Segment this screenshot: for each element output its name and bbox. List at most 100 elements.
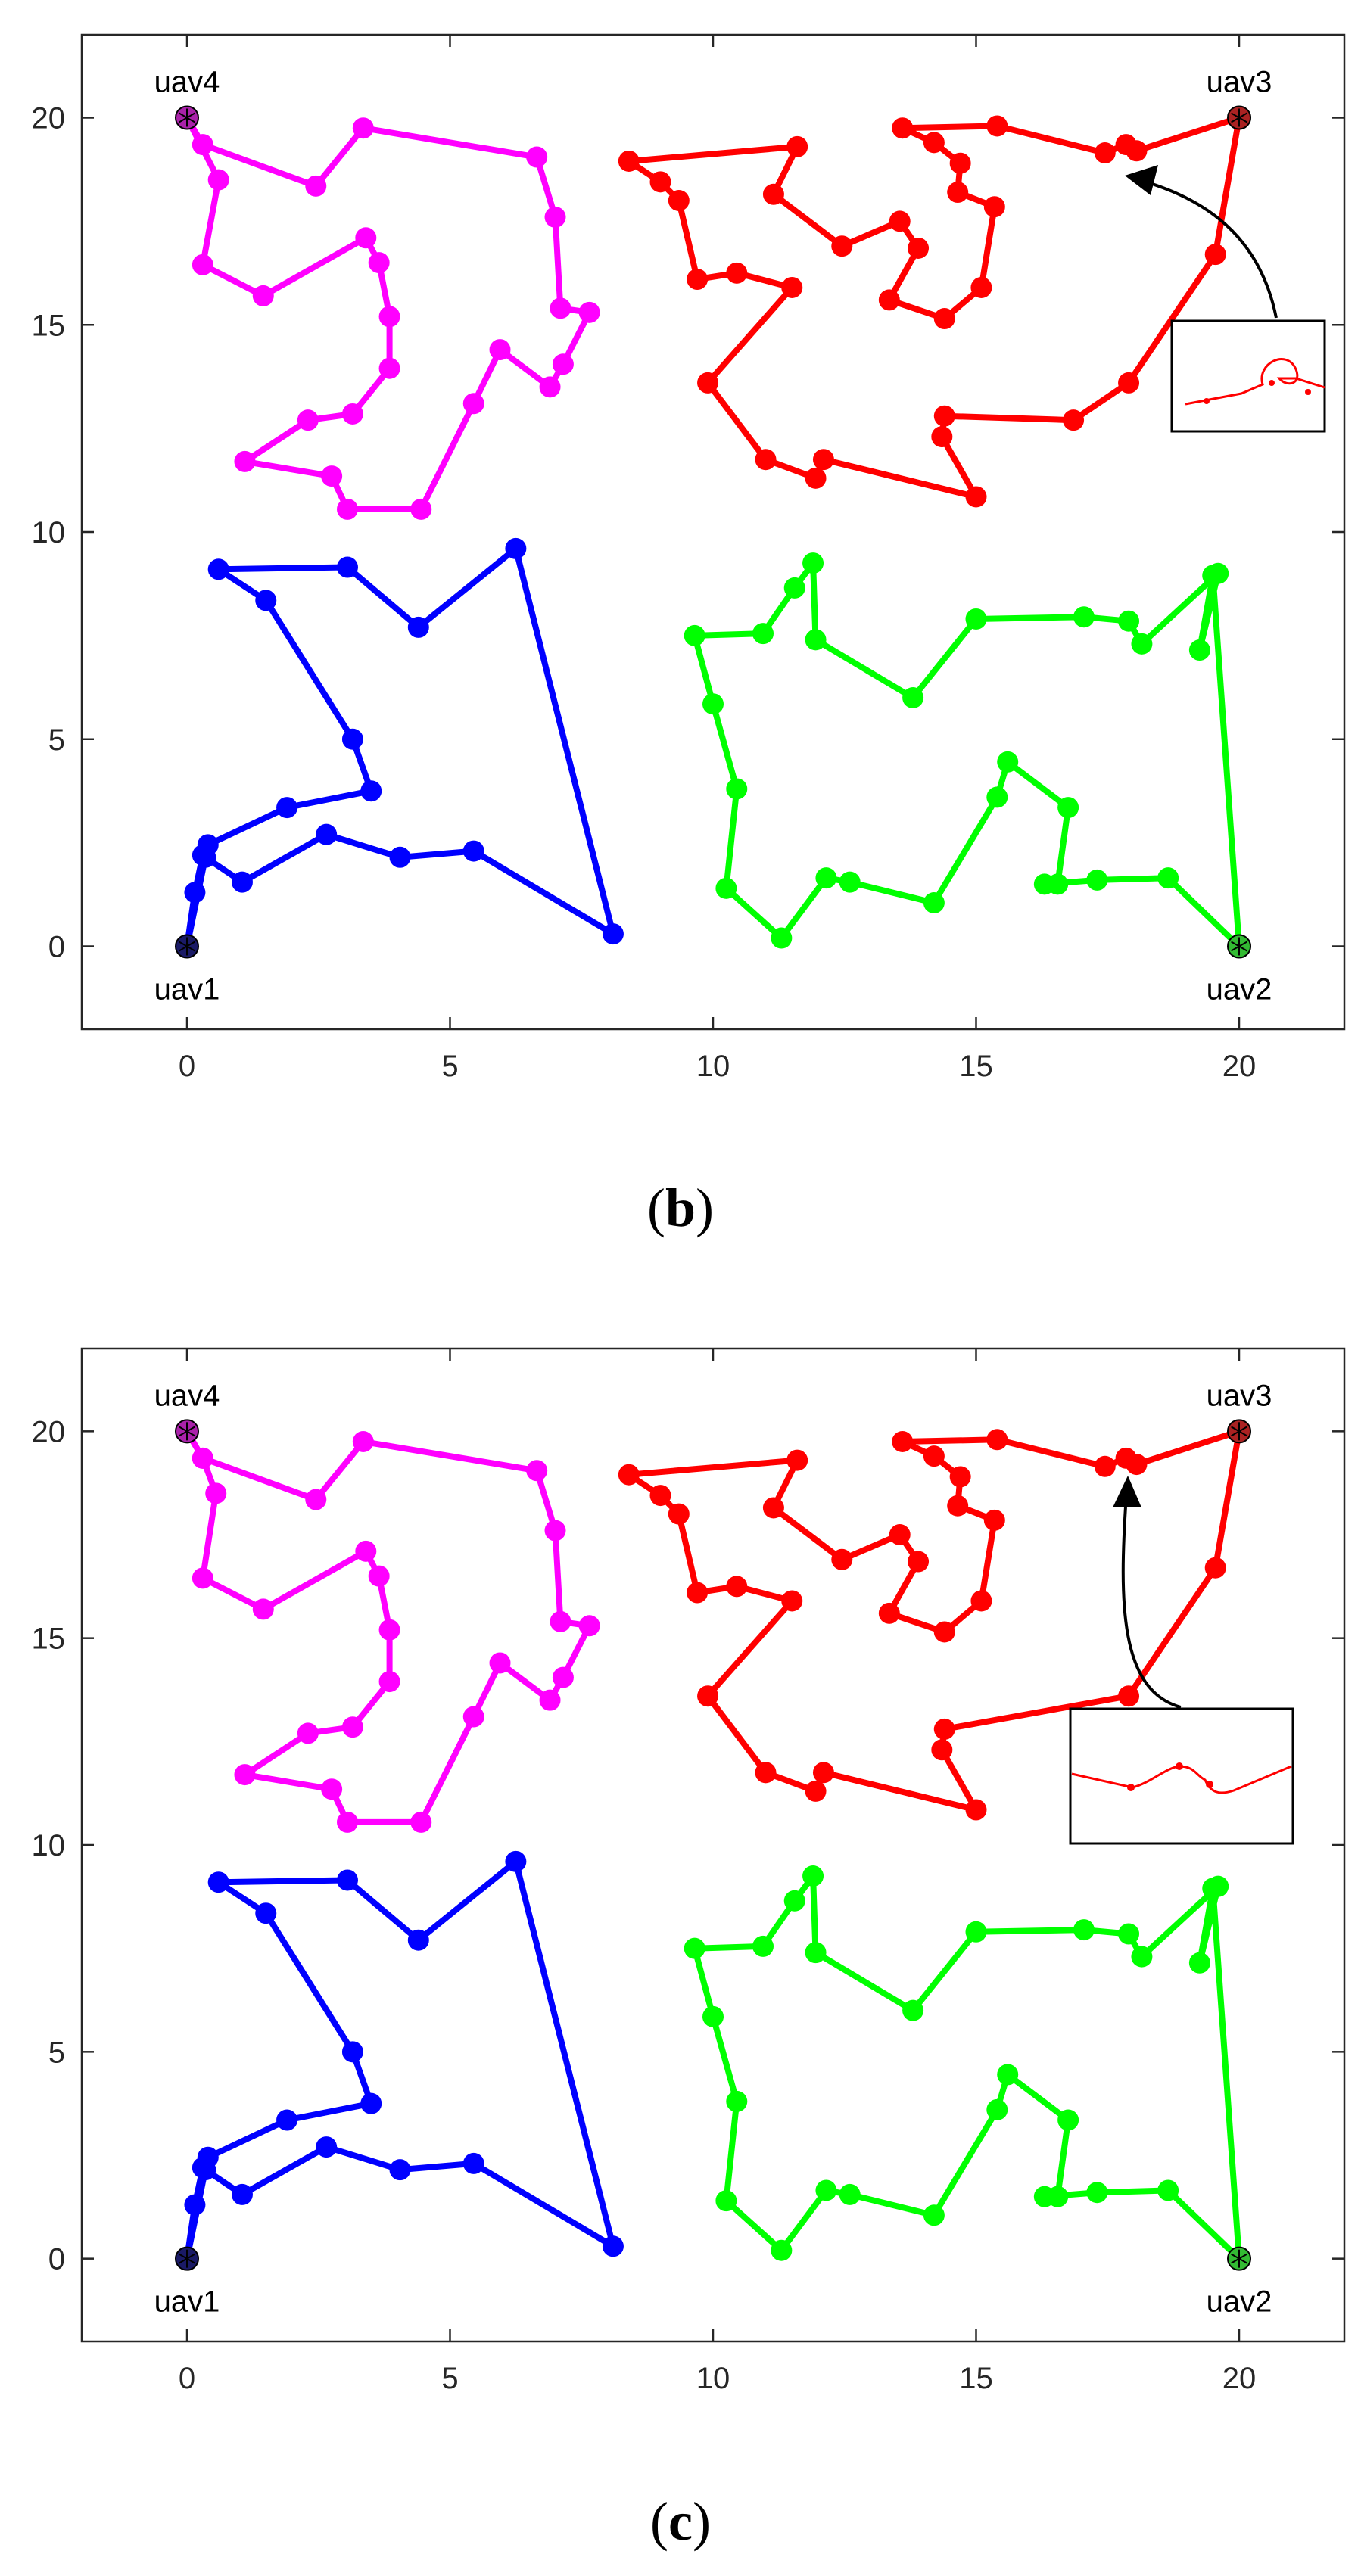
waypoint-uav2: [986, 786, 1008, 808]
waypoint-uav1: [389, 2159, 411, 2181]
waypoint-uav3: [687, 1582, 709, 1604]
y-tick-label: 10: [32, 516, 66, 549]
uav-label: uav3: [1207, 1379, 1272, 1412]
panel-c: 0 5 10 15 20 0 5 10 15 20 uav1 uav2 uav3 uav4 (c): [32, 1347, 1346, 2552]
waypoint-uav2: [1188, 639, 1210, 661]
x-tick-label: 15: [959, 1050, 993, 1083]
waypoint-uav3: [1118, 372, 1140, 394]
waypoint-uav4: [368, 1565, 390, 1587]
caption-close: ): [693, 2491, 711, 2552]
inset-box: [1170, 319, 1326, 433]
waypoint-uav4: [526, 1460, 548, 1482]
waypoint-uav2: [802, 1865, 824, 1887]
waypoint-uav4: [297, 409, 319, 431]
asterisk-stroke: [179, 941, 195, 952]
waypoint-uav3: [781, 1590, 803, 1612]
waypoint-uav3: [668, 190, 690, 211]
waypoint-uav4: [234, 1764, 256, 1786]
waypoint-uav4: [321, 465, 343, 487]
waypoint-uav2: [1033, 2186, 1055, 2207]
waypoint-uav4: [489, 1652, 511, 1674]
zoom-inset: [1069, 1476, 1294, 1845]
asterisk-stroke: [1231, 112, 1247, 123]
waypoint-uav3: [1118, 1685, 1140, 1707]
waypoint-uav4: [352, 117, 374, 139]
panel-b: 0 5 10 15 20 0 5 10 15 20 uav1 uav2 uav3 uav4 (b): [32, 33, 1346, 1238]
waypoint-uav3: [831, 1548, 853, 1570]
route-line-uav3: [625, 1428, 1242, 1813]
waypoint-uav4: [539, 376, 561, 398]
waypoint-uav3: [781, 276, 803, 298]
waypoint-uav4: [378, 306, 400, 328]
waypoint-uav2: [923, 892, 945, 914]
waypoint-uav3: [983, 1509, 1005, 1531]
waypoint-uav1: [184, 2194, 206, 2216]
panel-caption: (c): [650, 2491, 711, 2552]
waypoint-uav3: [805, 467, 827, 489]
waypoint-uav3: [786, 135, 808, 157]
waypoint-uav3: [697, 372, 719, 394]
y-tick-label: 5: [48, 723, 65, 757]
waypoint-uav4: [252, 1598, 274, 1620]
caption-open: (: [647, 1178, 665, 1238]
waypoint-uav2: [1118, 610, 1140, 632]
zoom-arrow-head: [1125, 165, 1158, 195]
waypoint-uav3: [649, 1485, 671, 1507]
waypoint-uav3: [831, 235, 853, 257]
series-uav2: [684, 552, 1242, 949]
waypoint-uav2: [684, 624, 705, 646]
waypoint-uav1: [207, 1871, 229, 1893]
series-uav2: [684, 1865, 1242, 2261]
inset-box: [1069, 1707, 1294, 1845]
asterisk-stroke: [1231, 2253, 1247, 2264]
y-tick-label: 20: [32, 1415, 66, 1448]
x-tick-label: 5: [441, 1050, 458, 1083]
waypoint-uav2: [839, 2183, 861, 2205]
waypoint-uav4: [578, 301, 600, 323]
inset-point: [1176, 1762, 1183, 1770]
waypoint-uav3: [965, 486, 987, 508]
waypoint-uav4: [544, 1520, 566, 1542]
uav-label: uav1: [154, 973, 220, 1006]
waypoint-uav3: [618, 1464, 640, 1486]
inset-point: [1127, 1784, 1135, 1791]
inset-point: [1204, 398, 1210, 404]
uav-label: uav2: [1207, 2285, 1272, 2319]
waypoint-uav4: [207, 169, 229, 191]
start-marker-uav3: [1227, 105, 1251, 130]
caption-letter: b: [665, 1178, 696, 1238]
series-uav1: [184, 537, 624, 947]
waypoint-uav2: [715, 877, 737, 899]
waypoint-uav2: [802, 552, 824, 574]
axes-box: [80, 1347, 1346, 2343]
waypoint-uav3: [949, 1466, 971, 1488]
waypoint-uav3: [726, 262, 748, 284]
y-tick-label: 20: [32, 102, 66, 135]
waypoint-uav4: [192, 1567, 213, 1589]
waypoint-uav1: [407, 1929, 429, 1951]
series-uav1: [184, 1850, 624, 2260]
waypoint-uav2: [1207, 1875, 1229, 1897]
waypoint-uav4: [526, 146, 548, 168]
waypoint-uav3: [1126, 1454, 1148, 1476]
waypoint-uav3: [762, 183, 784, 205]
waypoint-uav3: [1063, 409, 1085, 431]
waypoint-uav3: [923, 1445, 945, 1467]
x-tick-label: 20: [1222, 1050, 1257, 1083]
waypoint-uav4: [410, 498, 432, 520]
y-tick-label: 15: [32, 309, 66, 342]
zoom-arrow-head: [1113, 1476, 1141, 1507]
waypoint-uav1: [462, 2152, 484, 2174]
waypoint-uav1: [192, 845, 213, 866]
waypoint-uav3: [726, 1576, 748, 1598]
uav-label: uav1: [154, 2285, 220, 2319]
waypoint-uav1: [360, 2092, 382, 2114]
waypoint-uav3: [947, 182, 969, 204]
waypoint-uav1: [316, 823, 338, 845]
waypoint-uav4: [544, 206, 566, 228]
waypoint-uav1: [360, 780, 382, 802]
waypoint-uav4: [341, 403, 363, 425]
waypoint-uav3: [931, 426, 953, 448]
uav-label: uav4: [154, 66, 220, 99]
waypoint-uav4: [192, 134, 213, 156]
